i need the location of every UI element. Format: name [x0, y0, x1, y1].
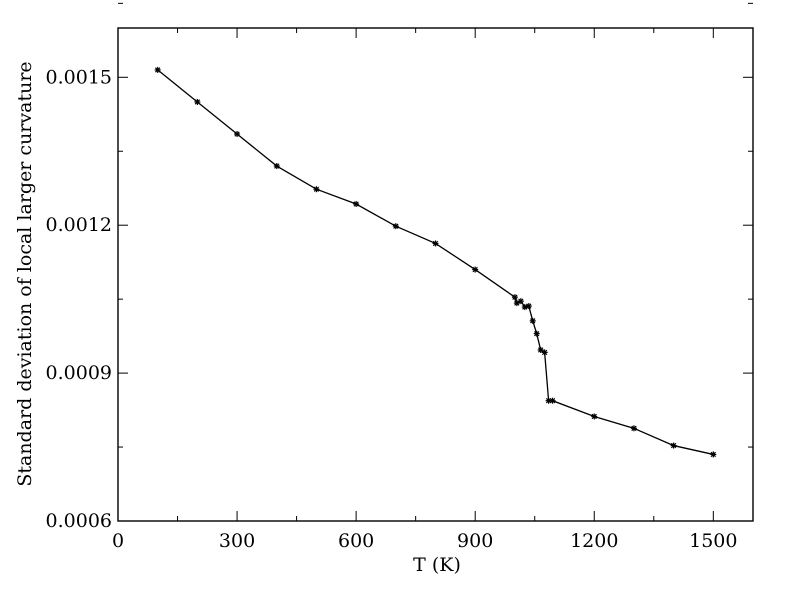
- y-tick-label: 0.0015: [46, 66, 112, 88]
- x-tick-label: 0: [112, 530, 124, 552]
- data-point-marker: [525, 303, 532, 310]
- y-tick-label: 0.0009: [46, 362, 112, 384]
- data-point-marker: [511, 294, 518, 301]
- data-point-marker: [670, 442, 677, 449]
- data-point-marker: [710, 451, 717, 458]
- series-line: [157, 69, 714, 456]
- data-point-marker: [154, 66, 161, 73]
- data-point-marker: [533, 330, 540, 337]
- data-point-marker: [234, 130, 241, 137]
- data-point-marker: [194, 98, 201, 105]
- x-axis-ticks: 0 300 600 900 1200 1500: [112, 28, 737, 552]
- data-point-marker: [273, 163, 280, 170]
- x-tick-label: 900: [457, 530, 493, 552]
- data-point-marker: [541, 349, 548, 356]
- y-axis-label: Standard deviation of local larger curva…: [14, 61, 36, 486]
- series-layer: [154, 66, 717, 458]
- data-point-marker: [517, 298, 524, 305]
- data-point-marker: [392, 223, 399, 230]
- data-point-marker: [432, 240, 439, 247]
- y-tick-label: 0.0012: [46, 214, 112, 236]
- data-point-marker: [630, 425, 637, 432]
- x-tick-label: 600: [338, 530, 374, 552]
- y-tick-label: 0.0006: [46, 510, 112, 532]
- data-point-marker: [549, 397, 556, 404]
- data-point-marker: [353, 201, 360, 208]
- x-tick-label: 1500: [689, 530, 737, 552]
- data-point-marker: [313, 186, 320, 193]
- x-tick-label: 1200: [570, 530, 618, 552]
- data-point-marker: [472, 266, 479, 273]
- y-axis-ticks: 0.0006 0.0009 0.0012 0.0015: [46, 2, 753, 532]
- x-axis-label: T (K): [413, 554, 461, 576]
- x-tick-label: 300: [219, 530, 255, 552]
- data-point-marker: [591, 413, 598, 420]
- plot-frame: [117, 27, 754, 522]
- data-point-marker: [529, 317, 536, 324]
